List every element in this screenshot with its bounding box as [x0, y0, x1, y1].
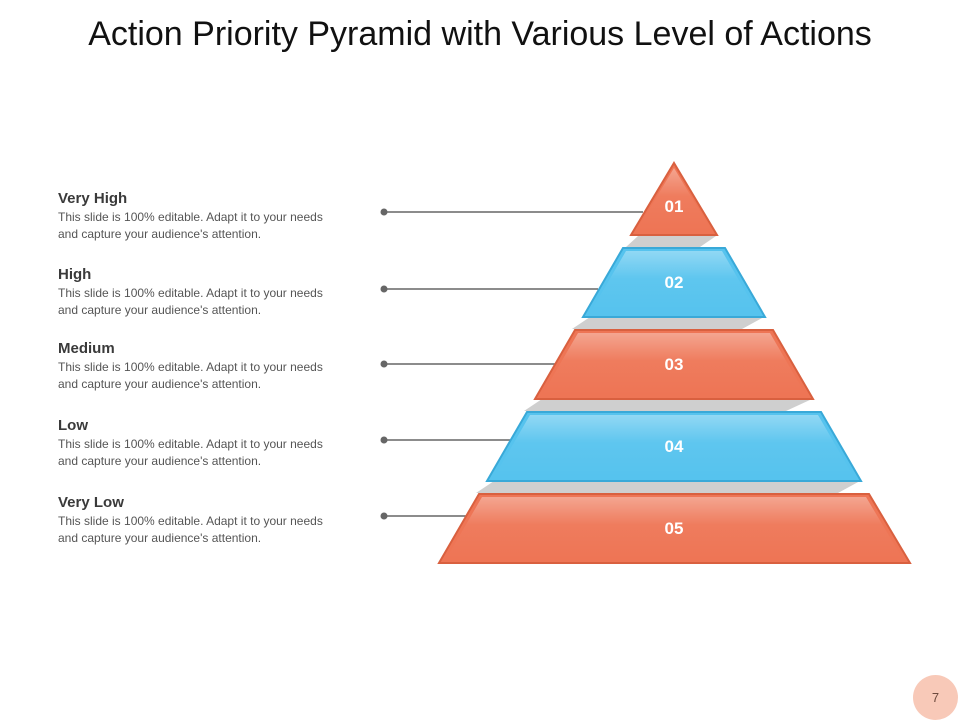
level-low: Low This slide is 100% editable. Adapt i…	[58, 417, 358, 469]
level-name: Medium	[58, 340, 115, 357]
page-number-badge: 7	[913, 675, 958, 720]
connector-medium	[380, 360, 556, 368]
level-name: Very Low	[58, 494, 124, 511]
level-description-line-2: and capture your audience's attention.	[58, 531, 262, 545]
tier-04: 04	[485, 411, 863, 482]
tier-shadow	[476, 481, 860, 493]
tier-number: 01	[665, 197, 684, 216]
tier-02: 02	[581, 247, 767, 318]
tier-01: 01	[629, 161, 719, 236]
tier-number: 05	[665, 519, 684, 538]
tier-shadow	[572, 317, 764, 329]
level-name: Very High	[58, 190, 128, 207]
level-high: High This slide is 100% editable. Adapt …	[58, 266, 358, 318]
level-description-line-1: This slide is 100% editable. Adapt it to…	[58, 286, 323, 300]
page-title: Action Priority Pyramid with Various Lev…	[88, 15, 872, 53]
level-description-line-2: and capture your audience's attention.	[58, 454, 262, 468]
level-description-line-1: This slide is 100% editable. Adapt it to…	[58, 437, 323, 451]
connector-very-low	[380, 512, 468, 520]
connector-very-high	[380, 208, 643, 216]
level-description-line-2: and capture your audience's attention.	[58, 377, 262, 391]
level-description-line-2: and capture your audience's attention.	[58, 303, 262, 317]
level-description-line-2: and capture your audience's attention.	[58, 227, 262, 241]
tier-number: 02	[665, 273, 684, 292]
connector-high	[380, 285, 598, 293]
connector-low	[380, 436, 512, 444]
level-name: Low	[58, 417, 88, 434]
level-very-high: Very High This slide is 100% editable. A…	[58, 190, 358, 242]
tier-shadow	[524, 399, 812, 411]
level-description-line-1: This slide is 100% editable. Adapt it to…	[58, 360, 323, 374]
tier-03: 03	[533, 329, 815, 400]
level-description-line-1: This slide is 100% editable. Adapt it to…	[58, 210, 323, 224]
tier-05: 05	[437, 493, 912, 564]
level-name: High	[58, 266, 92, 283]
tier-number: 04	[665, 437, 684, 456]
tier-number: 03	[665, 355, 684, 374]
level-description-line-1: This slide is 100% editable. Adapt it to…	[58, 514, 323, 528]
tier-shadow	[626, 236, 716, 247]
level-very-low: Very Low This slide is 100% editable. Ad…	[58, 494, 358, 546]
level-medium: Medium This slide is 100% editable. Adap…	[58, 340, 358, 392]
